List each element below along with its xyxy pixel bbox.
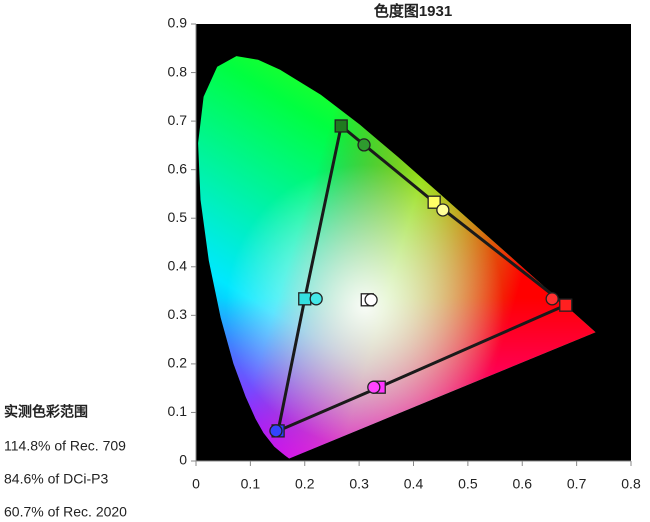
chart-title: 色度图1931 [374, 2, 452, 20]
y-tick-label: 0.7 [168, 112, 188, 128]
measured-point [427, 195, 441, 209]
measured-point [334, 119, 348, 133]
target-point [357, 138, 371, 152]
gamut-heading: 实测色彩范围 [4, 404, 88, 420]
spectral-locus [198, 56, 596, 459]
measured-point [559, 298, 573, 312]
gamut-line: 84.6% of DCi-P3 [4, 471, 108, 487]
y-tick-label: 0.3 [168, 306, 188, 322]
measured-point [298, 292, 312, 306]
target-point [309, 292, 323, 306]
gamut-line: 60.7% of Rec. 2020 [4, 504, 127, 520]
y-tick-label: 0.8 [168, 63, 188, 79]
x-tick-label: 0.1 [241, 476, 261, 492]
y-tick-label: 0.2 [168, 355, 188, 371]
x-tick-label: 0.6 [513, 476, 533, 492]
x-tick-label: 0.2 [295, 476, 315, 492]
x-tick-label: 0.7 [567, 476, 587, 492]
y-tick-label: 0.4 [168, 257, 188, 273]
x-tick-label: 0.4 [404, 476, 424, 492]
target-point [269, 424, 283, 438]
target-point [367, 380, 381, 394]
y-tick-label: 0.6 [168, 160, 188, 176]
y-tick-label: 0 [179, 452, 187, 468]
x-tick-label: 0.3 [349, 476, 369, 492]
gamut-line: 114.8% of Rec. 709 [4, 438, 126, 454]
y-tick-label: 0.9 [168, 15, 188, 31]
x-tick-label: 0.8 [621, 476, 641, 492]
x-tick-label: 0 [192, 476, 200, 492]
y-tick-label: 0.1 [168, 403, 188, 419]
target-point [545, 292, 559, 306]
y-tick-label: 0.5 [168, 209, 188, 225]
x-tick-label: 0.5 [458, 476, 478, 492]
target-point [436, 203, 450, 217]
target-point [364, 293, 378, 307]
